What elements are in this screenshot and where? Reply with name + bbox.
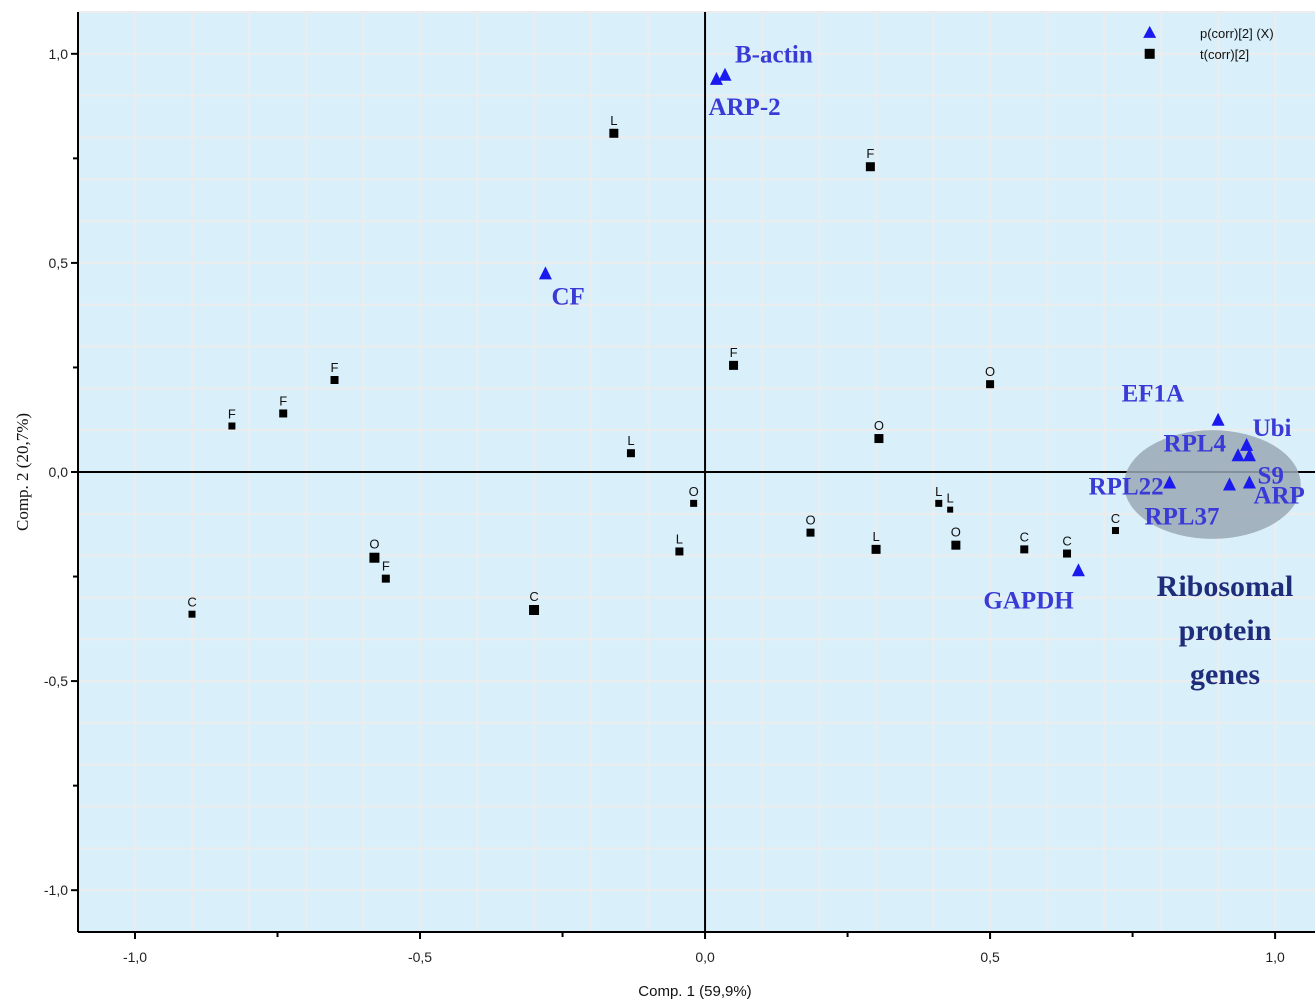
ribosomal-annotation: Ribosomal protein genes bbox=[1157, 570, 1294, 691]
loading-point bbox=[1211, 412, 1225, 426]
score-point bbox=[675, 547, 684, 556]
score-point bbox=[1111, 527, 1119, 535]
score-point bbox=[1063, 549, 1072, 558]
score-point bbox=[279, 409, 288, 418]
y-tick-label: 1,0 bbox=[49, 46, 69, 62]
score-point-label: O bbox=[369, 537, 379, 552]
gene-label: RPL37 bbox=[1144, 504, 1219, 531]
gene-label: Ubi bbox=[1253, 415, 1292, 442]
score-point bbox=[381, 574, 390, 583]
score-point-label: L bbox=[676, 531, 683, 546]
score-point-label: O bbox=[874, 418, 884, 433]
y-axis-ticks: 1,0 0,5 0,0 -0,5 -1,0 bbox=[44, 46, 78, 898]
legend: p(corr)[2] (X) t(corr)[2] bbox=[1143, 25, 1274, 62]
score-point-label: L bbox=[947, 491, 954, 506]
score-point bbox=[228, 422, 236, 430]
y-tick-label: -0,5 bbox=[44, 673, 68, 689]
x-tick-label: -0,5 bbox=[408, 949, 432, 965]
score-point-label: C bbox=[1062, 534, 1071, 549]
score-point bbox=[690, 499, 698, 507]
gene-label: ARP bbox=[1253, 482, 1304, 509]
score-point bbox=[1020, 545, 1029, 554]
score-point-label: O bbox=[689, 484, 699, 499]
x-axis-title: Comp. 1 (59,9%) bbox=[638, 983, 751, 1000]
legend-label: t(corr)[2] bbox=[1200, 47, 1249, 62]
loading-point bbox=[1240, 437, 1254, 451]
loading-point bbox=[1163, 475, 1177, 489]
score-point-label: F bbox=[866, 146, 874, 161]
score-point-label: F bbox=[279, 393, 287, 408]
loading-point bbox=[1222, 477, 1236, 491]
y-axis-title: Comp. 2 (20,7%) bbox=[13, 413, 32, 531]
score-point-label: F bbox=[730, 345, 738, 360]
legend-square-marker bbox=[1144, 48, 1155, 59]
score-point bbox=[609, 128, 619, 138]
gene-label: GAPDH bbox=[983, 587, 1074, 614]
gene-label: RPL22 bbox=[1089, 473, 1164, 500]
score-point-label: F bbox=[331, 360, 339, 375]
annotation-line: protein bbox=[1179, 614, 1272, 647]
x-tick-label: 0,0 bbox=[695, 949, 715, 965]
loading-point bbox=[1231, 448, 1245, 462]
score-point bbox=[369, 552, 380, 563]
score-point bbox=[871, 544, 881, 554]
score-point bbox=[865, 162, 875, 172]
loading-point bbox=[709, 71, 723, 85]
score-point bbox=[874, 434, 884, 444]
score-point-label: L bbox=[610, 113, 617, 128]
score-point-label: L bbox=[872, 529, 879, 544]
score-point-label: C bbox=[529, 589, 538, 604]
score-point bbox=[729, 360, 739, 370]
score-point-label: F bbox=[228, 407, 236, 422]
ribosomal-cluster-ellipse bbox=[1124, 430, 1301, 539]
score-point bbox=[951, 540, 961, 550]
gene-label: S9 bbox=[1257, 462, 1283, 489]
annotation-line: Ribosomal bbox=[1157, 570, 1294, 603]
x-tick-label: -1,0 bbox=[123, 949, 147, 965]
score-point-label: C bbox=[1111, 511, 1120, 526]
loading-point bbox=[718, 67, 732, 81]
gene-label: B-actin bbox=[735, 42, 813, 69]
origin-axes bbox=[78, 12, 1315, 932]
score-point bbox=[935, 499, 943, 507]
score-point bbox=[806, 528, 815, 537]
score-point-label: O bbox=[951, 525, 961, 540]
score-point-label: L bbox=[935, 484, 942, 499]
annotation-line: genes bbox=[1190, 658, 1260, 691]
score-point-label: C bbox=[1020, 529, 1029, 544]
score-point-label: O bbox=[805, 513, 815, 528]
loading-point bbox=[1071, 563, 1085, 577]
gene-label: RPL4 bbox=[1164, 430, 1227, 457]
gene-label: CF bbox=[551, 283, 584, 310]
score-point-label: O bbox=[985, 364, 995, 379]
score-point bbox=[986, 380, 995, 389]
score-point bbox=[330, 376, 339, 384]
score-point bbox=[188, 610, 196, 618]
score-point bbox=[947, 506, 954, 513]
score-point bbox=[529, 605, 540, 615]
score-point bbox=[626, 449, 635, 458]
y-tick-label: 0,0 bbox=[49, 464, 69, 480]
loading-point bbox=[1242, 475, 1256, 489]
y-tick-label: 0,5 bbox=[49, 255, 69, 271]
y-tick-label: -1,0 bbox=[44, 882, 68, 898]
legend-triangle-marker bbox=[1143, 25, 1157, 38]
x-axis-ticks: -1,0 -0,5 0,0 0,5 1,0 bbox=[123, 932, 1285, 965]
loading-point bbox=[1242, 448, 1256, 462]
legend-label: p(corr)[2] (X) bbox=[1200, 26, 1274, 41]
score-point-label: F bbox=[382, 559, 390, 574]
loading-point bbox=[538, 266, 552, 280]
gene-label: EF1A bbox=[1122, 381, 1185, 408]
x-tick-label: 1,0 bbox=[1265, 949, 1285, 965]
score-point-label: C bbox=[187, 595, 196, 610]
gene-label: ARP-2 bbox=[708, 94, 780, 121]
score-point-label: L bbox=[627, 433, 634, 448]
x-tick-label: 0,5 bbox=[980, 949, 1000, 965]
